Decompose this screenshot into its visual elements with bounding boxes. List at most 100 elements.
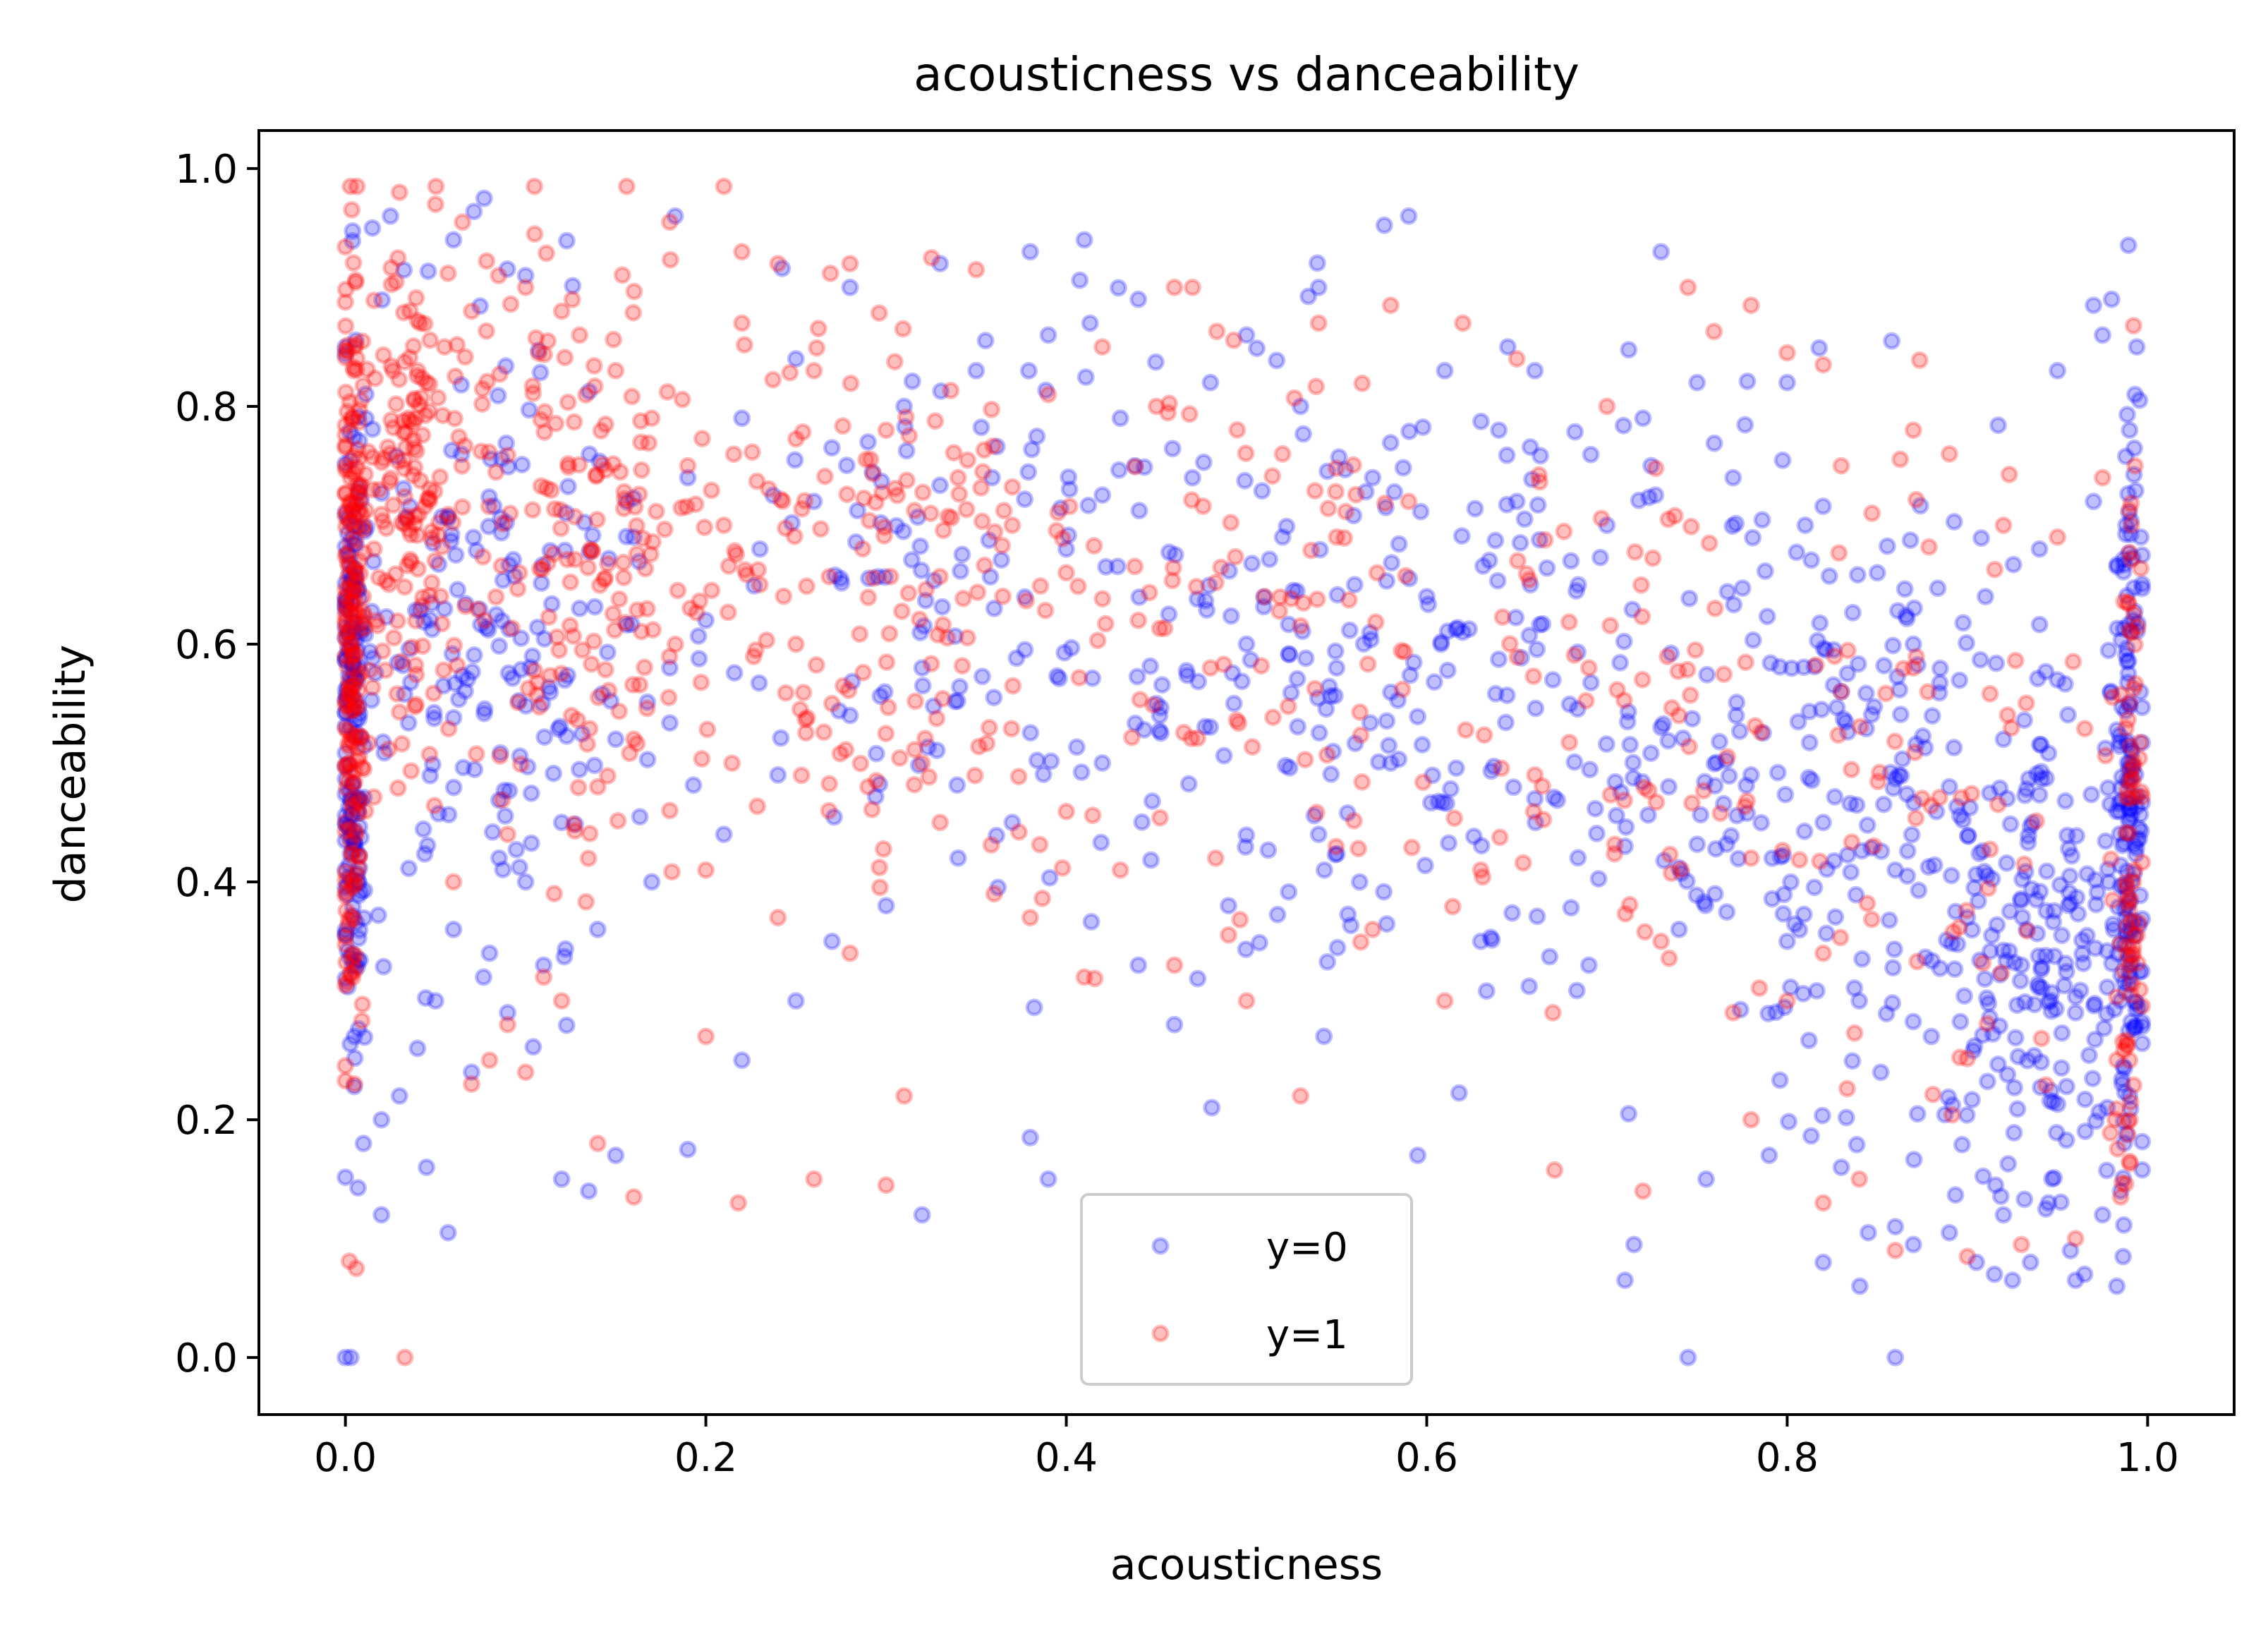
data-point-y0-671 bbox=[1688, 835, 1706, 854]
data-point-y1-149 bbox=[336, 720, 355, 738]
data-point-y1-198 bbox=[341, 393, 359, 411]
data-point-y1-898 bbox=[1924, 1085, 1942, 1103]
data-point-y0-1355 bbox=[1850, 992, 1869, 1010]
data-point-y1-357 bbox=[420, 402, 438, 420]
data-point-y1-549 bbox=[878, 653, 896, 671]
data-point-y1-1042 bbox=[2111, 1188, 2130, 1206]
data-point-y1-388 bbox=[590, 576, 609, 594]
data-point-y0-172 bbox=[2114, 550, 2133, 569]
data-point-y0-467 bbox=[2058, 826, 2076, 845]
data-point-y0-230 bbox=[2109, 945, 2127, 963]
data-point-y0-1380 bbox=[1490, 421, 1508, 440]
data-point-y0-869 bbox=[1531, 615, 1549, 634]
data-point-y0-469 bbox=[2032, 736, 2050, 754]
data-point-y0-963 bbox=[952, 562, 969, 580]
data-point-y0-340 bbox=[2060, 883, 2078, 902]
data-point-y1-775 bbox=[1222, 514, 1240, 532]
data-point-y0-1294 bbox=[1021, 243, 1039, 261]
data-point-y1-253 bbox=[406, 515, 424, 533]
data-point-y1-993 bbox=[2121, 737, 2139, 756]
data-point-y1-552 bbox=[1031, 835, 1049, 854]
data-point-y1-164 bbox=[347, 361, 365, 379]
data-point-y0-796 bbox=[1315, 861, 1333, 879]
data-point-y0-215 bbox=[2133, 546, 2152, 564]
data-point-y0-1099 bbox=[617, 528, 636, 545]
data-point-y1-922 bbox=[2122, 986, 2140, 1004]
data-point-y0-650 bbox=[1680, 589, 1699, 607]
data-point-y0-1275 bbox=[2111, 1182, 2130, 1200]
data-point-y0-1345 bbox=[1454, 623, 1472, 641]
data-point-y1-1101 bbox=[347, 564, 365, 582]
data-point-y0-143 bbox=[339, 509, 357, 527]
data-point-y0-437 bbox=[2086, 871, 2104, 889]
data-point-y0-749 bbox=[1521, 438, 1539, 456]
data-point-y1-850 bbox=[1711, 804, 1730, 823]
data-point-y0-175 bbox=[2133, 579, 2152, 598]
data-point-y0-1061 bbox=[511, 747, 529, 765]
data-point-y1-1086 bbox=[715, 516, 733, 534]
data-point-y1-279 bbox=[375, 346, 393, 364]
data-point-y1-659 bbox=[916, 730, 934, 748]
data-point-y1-887 bbox=[1919, 683, 1937, 701]
data-point-y0-782 bbox=[1706, 777, 1724, 795]
data-point-y1-1023 bbox=[697, 1027, 715, 1046]
data-point-y0-65 bbox=[339, 626, 357, 644]
data-point-y0-1234 bbox=[519, 758, 537, 776]
data-point-y1-759 bbox=[1352, 726, 1370, 744]
data-point-y0-1269 bbox=[2021, 1253, 2039, 1271]
data-point-y0-1001 bbox=[911, 624, 930, 642]
data-point-y0-152 bbox=[341, 782, 359, 800]
data-point-y1-1060 bbox=[1526, 765, 1544, 784]
data-point-y1-334 bbox=[411, 396, 429, 414]
data-point-y1-682 bbox=[995, 502, 1013, 520]
data-point-y0-959 bbox=[948, 692, 966, 710]
data-point-y0-1297 bbox=[363, 219, 382, 237]
data-point-y0-593 bbox=[1774, 904, 1793, 923]
data-point-y0-486 bbox=[1998, 789, 2016, 808]
data-point-y0-1375 bbox=[1940, 777, 1958, 796]
data-point-y1-432 bbox=[493, 791, 511, 809]
data-point-y1-1032 bbox=[499, 1015, 517, 1034]
data-point-y1-245 bbox=[396, 439, 415, 456]
data-point-y1-500 bbox=[545, 545, 563, 563]
data-point-y0-1130 bbox=[443, 645, 461, 663]
data-point-y0-43 bbox=[356, 881, 374, 900]
data-point-y1-475 bbox=[533, 560, 552, 579]
data-point-y1-10 bbox=[337, 953, 356, 972]
data-point-y0-211 bbox=[2128, 614, 2147, 632]
data-point-y1-583 bbox=[831, 744, 849, 763]
data-point-y1-4 bbox=[343, 640, 361, 658]
data-point-y1-579 bbox=[855, 489, 873, 507]
data-point-y0-889 bbox=[1400, 569, 1419, 588]
data-point-y1-1002 bbox=[426, 195, 444, 213]
data-point-y0-500 bbox=[1800, 1031, 1818, 1050]
data-point-y1-399 bbox=[655, 520, 674, 538]
data-point-y0-638 bbox=[1905, 794, 1923, 812]
data-point-y0-1111 bbox=[442, 532, 460, 550]
data-point-y0-444 bbox=[2031, 883, 2049, 901]
data-point-y0-317 bbox=[2122, 741, 2140, 758]
data-point-y0-815 bbox=[1498, 686, 1516, 704]
data-point-y0-54 bbox=[345, 579, 363, 597]
data-point-y0-696 bbox=[1640, 488, 1658, 507]
data-point-y0-35 bbox=[350, 710, 368, 728]
data-point-y1-715 bbox=[1368, 564, 1386, 582]
data-point-y0-1204 bbox=[489, 387, 507, 405]
data-point-y1-891 bbox=[2017, 694, 2035, 713]
data-point-y1-790 bbox=[1534, 811, 1553, 829]
data-point-y0-1252 bbox=[1039, 1170, 1057, 1188]
data-point-y0-822 bbox=[1466, 500, 1484, 518]
data-point-y0-410 bbox=[1946, 1186, 1965, 1204]
data-point-y0-1206 bbox=[366, 664, 384, 682]
data-point-y1-350 bbox=[358, 361, 376, 378]
data-point-y0-1095 bbox=[533, 694, 552, 713]
data-point-y0-929 bbox=[895, 522, 913, 540]
data-point-y0-1138 bbox=[423, 756, 442, 773]
data-point-y1-634 bbox=[743, 443, 761, 461]
data-point-y1-439 bbox=[631, 676, 649, 694]
data-point-y1-512 bbox=[589, 689, 607, 706]
data-point-y0-280 bbox=[2119, 485, 2137, 503]
data-point-y1-609 bbox=[785, 527, 803, 545]
data-point-y0-87 bbox=[337, 686, 356, 704]
data-point-y0-1353 bbox=[2066, 1003, 2085, 1022]
